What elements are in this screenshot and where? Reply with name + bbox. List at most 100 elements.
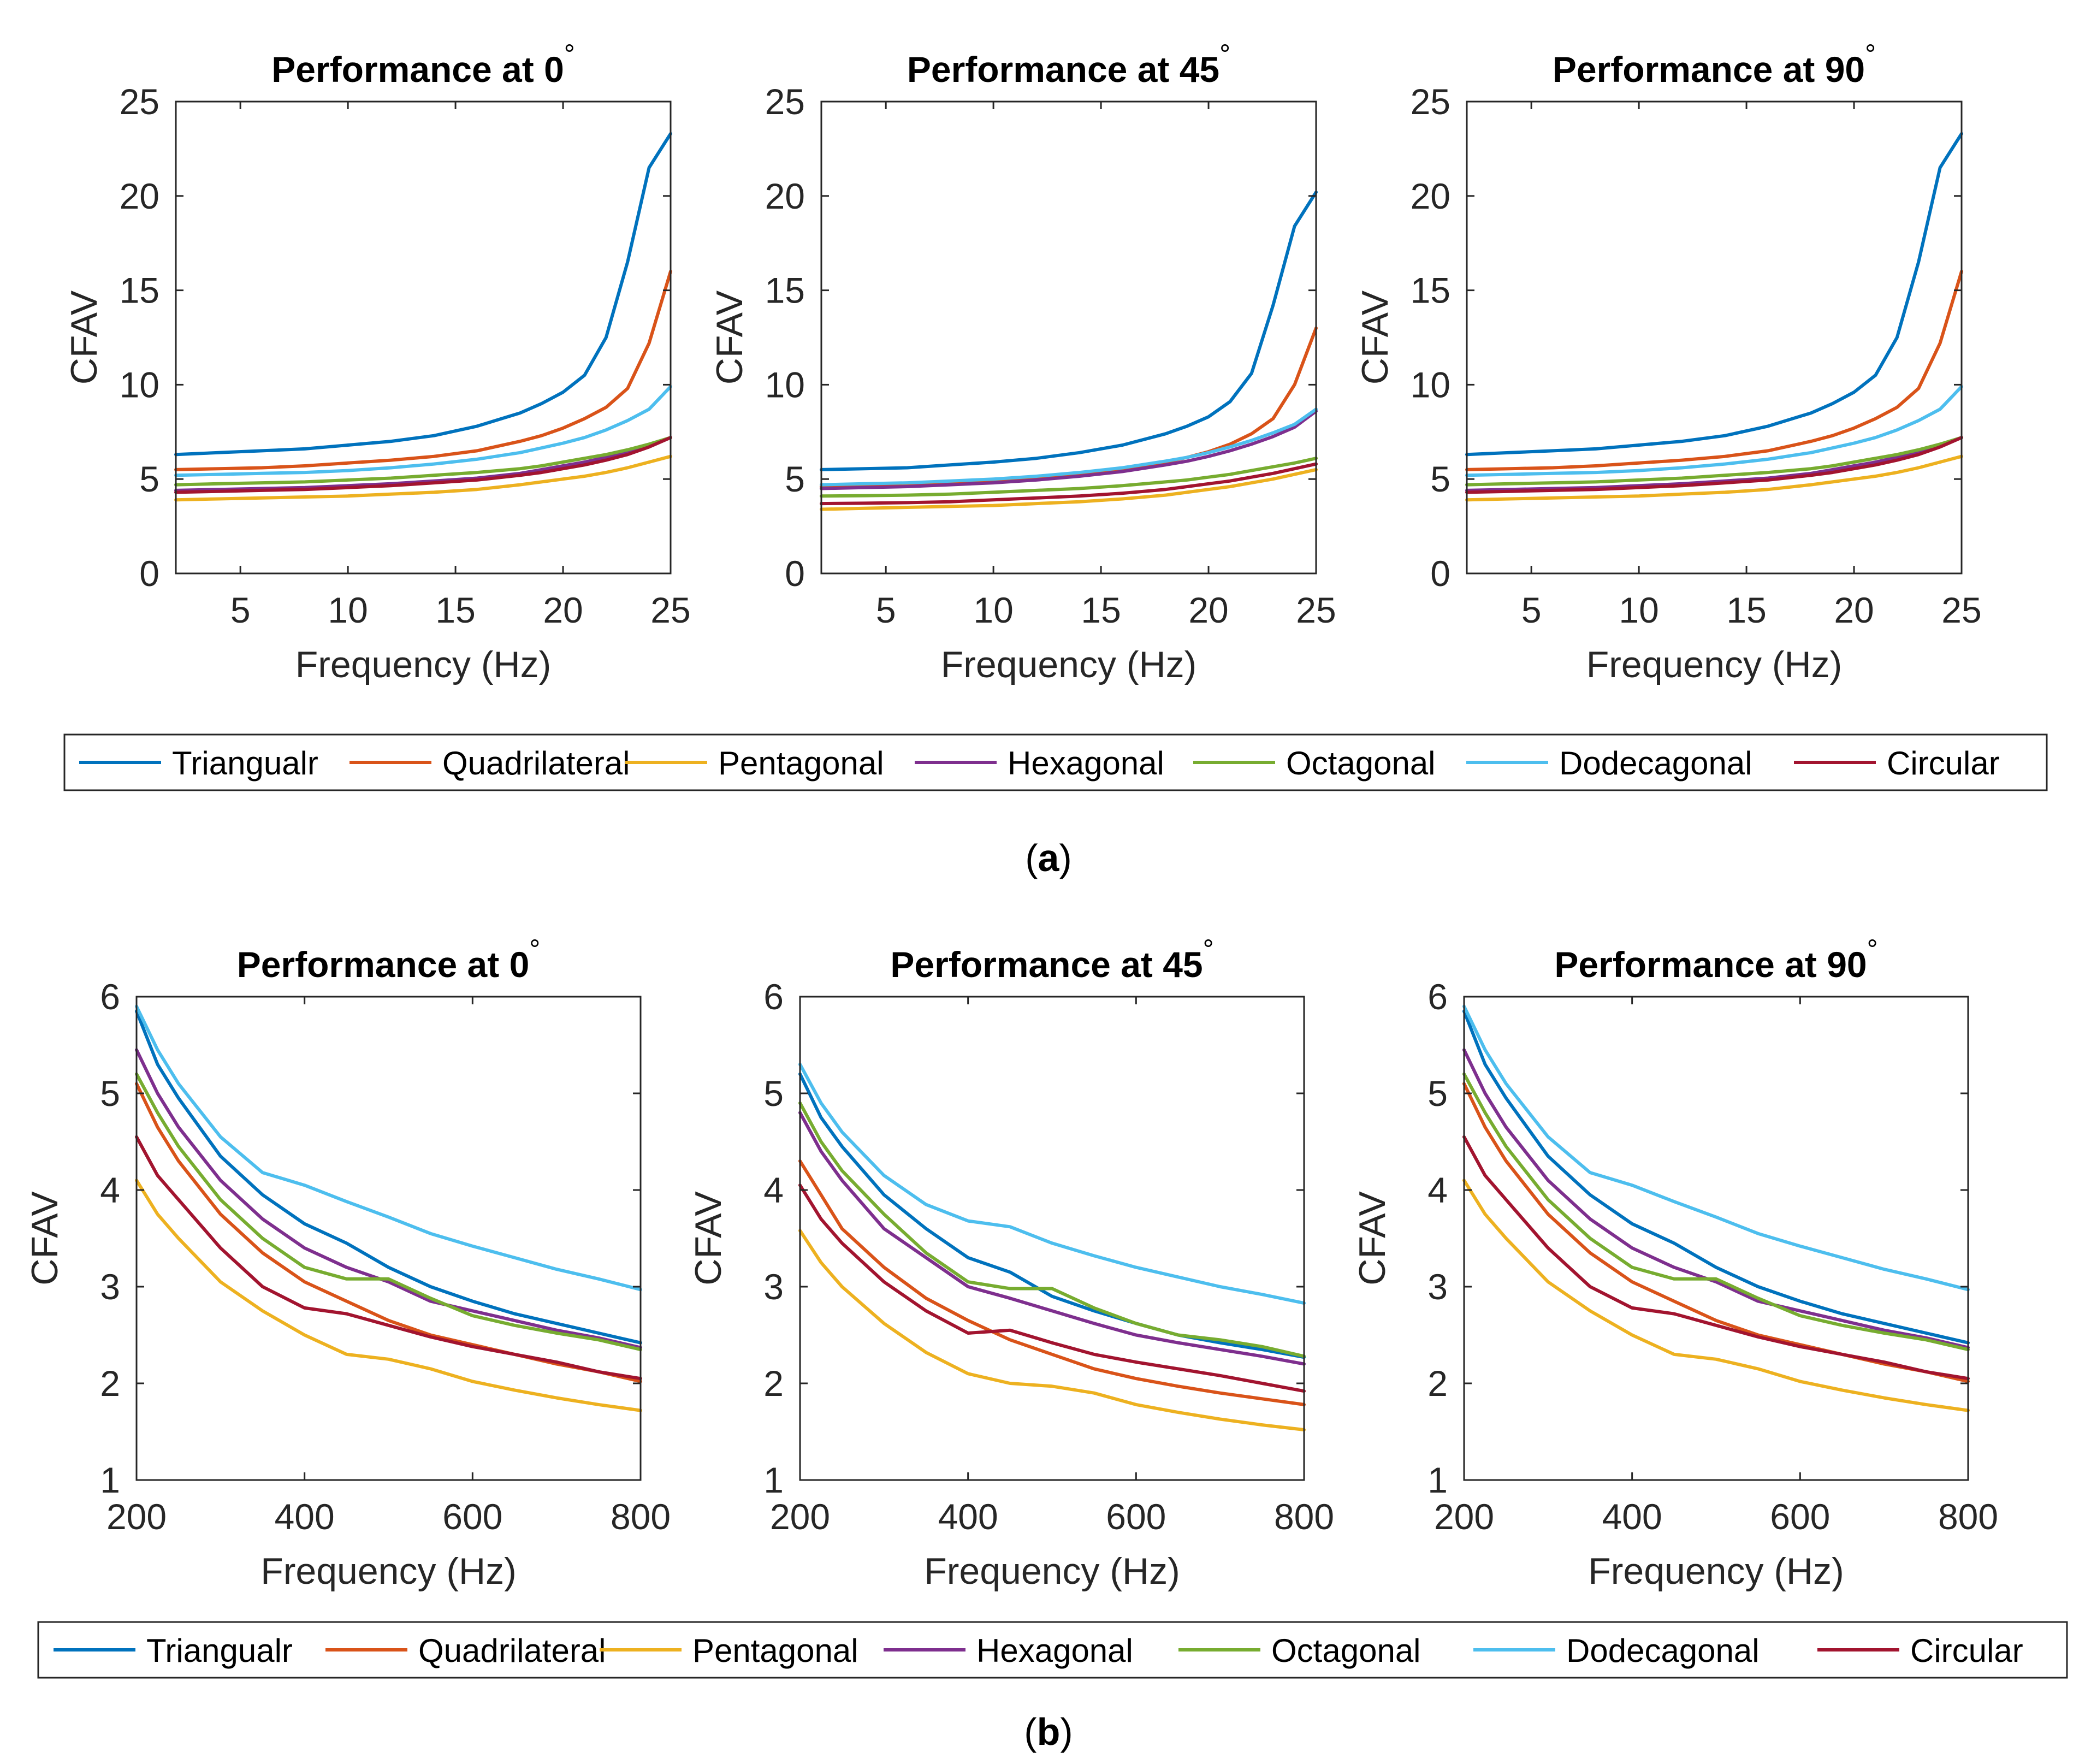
series-line-pentagonal [798, 1229, 1306, 1431]
y-tick-label: 15 [120, 270, 159, 311]
x-tick-label: 25 [1941, 590, 1981, 630]
chart-title: Performance at 45° [907, 39, 1230, 90]
chart-title-text: Performance at 45 [907, 49, 1219, 90]
series-line-quadrilateral [174, 270, 672, 471]
axes-box [1466, 100, 1963, 575]
series-line-hexagonal [798, 1111, 1306, 1366]
chart-title-degree: ° [1867, 934, 1878, 964]
series-line-octagonal [174, 436, 672, 487]
y-tick-label: 15 [765, 270, 805, 311]
chart-title: Performance at 0° [237, 934, 541, 985]
y-tick-label: 2 [1427, 1363, 1448, 1404]
legend-label-quadrilateral: Quadrilateral [442, 745, 630, 782]
x-tick-label: 10 [973, 590, 1013, 630]
x-tick-label: 200 [106, 1496, 167, 1537]
chart-title: Performance at 0° [271, 39, 575, 90]
x-tick-label: 200 [1434, 1496, 1494, 1537]
series-line-dodecagonal [174, 384, 672, 477]
legend-box [63, 733, 2048, 791]
series-line-circular [1465, 436, 1963, 494]
series-line-triangualr [820, 190, 1318, 471]
plot-area [1467, 102, 1962, 573]
legend-label-quadrilateral: Quadrilateral [418, 1632, 606, 1669]
series-line-circular [135, 1135, 642, 1381]
series-line-pentagonal [174, 454, 672, 502]
plot-area [176, 102, 671, 573]
series-line-pentagonal [135, 1179, 642, 1412]
y-axis-label: CFAV [1354, 290, 1396, 384]
y-tick-label: 5 [1427, 1073, 1448, 1114]
series-line-pentagonal [820, 467, 1318, 511]
chart-title-degree: ° [1203, 934, 1214, 964]
y-tick-label: 4 [100, 1170, 120, 1210]
x-tick-label: 600 [442, 1496, 502, 1537]
x-axis-label: Frequency (Hz) [260, 1550, 517, 1592]
y-tick-label: 20 [765, 176, 805, 216]
series-line-triangualr [1462, 1009, 1970, 1345]
legend-label-triangualr: Triangualr [146, 1632, 293, 1669]
series-line-circular [1462, 1135, 1970, 1381]
y-tick-label: 6 [763, 976, 784, 1017]
y-tick-label: 0 [139, 553, 159, 594]
axes-box [175, 100, 672, 575]
y-tick-label: 25 [765, 81, 805, 122]
caption-b: (b) [1024, 1710, 1073, 1753]
x-tick-label: 5 [230, 590, 251, 630]
chart-title-text: Performance at 0 [271, 49, 564, 90]
x-axis-label: Frequency (Hz) [1586, 644, 1843, 685]
axes-box [799, 996, 1305, 1481]
legend-a: Triangualr Quadrilateral Pentagonal Hexagon… [63, 733, 2048, 791]
chart-title-degree: ° [529, 934, 540, 964]
y-axis-label: CFAV [688, 1191, 729, 1286]
chart-b3: 200 400 600 800 1 2 3 4 5 6 Frequency (Hz) CFAV Perf… [1352, 934, 1998, 1592]
y-tick-label: 25 [1411, 81, 1450, 122]
x-axis-label: Frequency (Hz) [941, 644, 1197, 685]
x-tick-label: 25 [1296, 590, 1336, 630]
x-tick-label: 10 [328, 590, 368, 630]
x-tick-label: 200 [770, 1496, 830, 1537]
chart-a2: 5 10 15 20 25 0 5 10 15 20 25 Frequency (Hz) CFAV Per… [709, 39, 1336, 685]
chart-title-degree: ° [564, 39, 575, 69]
series-line-circular [820, 462, 1318, 506]
x-tick-label: 20 [543, 590, 583, 630]
series-line-octagonal [1465, 436, 1963, 487]
y-tick-label: 6 [100, 976, 120, 1017]
legend-b: Triangualr Quadrilateral Pentagonal Hexagon… [37, 1621, 2068, 1679]
y-tick-label: 10 [765, 364, 805, 405]
y-tick-label: 10 [1411, 364, 1450, 405]
y-tick-label: 15 [1411, 270, 1450, 311]
series-line-dodecagonal [1465, 384, 1963, 477]
series-line-octagonal [1462, 1072, 1970, 1352]
legend-label-dodecagonal: Dodecagonal [1559, 745, 1752, 782]
series-line-triangualr [174, 132, 672, 457]
series-line-hexagonal [1462, 1048, 1970, 1349]
y-tick-label: 0 [1430, 553, 1450, 594]
plot-area [800, 997, 1304, 1480]
chart-title: Performance at 90° [1554, 934, 1877, 985]
series-line-octagonal [820, 457, 1318, 498]
chart-title: Performance at 45° [890, 934, 1213, 985]
series-line-triangualr [798, 1072, 1306, 1359]
y-tick-label: 2 [100, 1363, 120, 1404]
chart-title-text: Performance at 45 [890, 944, 1202, 985]
legend-label-pentagonal: Pentagonal [718, 745, 884, 782]
y-tick-label: 4 [1427, 1170, 1448, 1210]
chart-title: Performance at 90° [1553, 39, 1876, 90]
x-tick-label: 20 [1834, 590, 1874, 630]
x-tick-label: 15 [435, 590, 475, 630]
legend-label-pentagonal: Pentagonal [692, 1632, 858, 1669]
legend-label-circular: Circular [1910, 1632, 2023, 1669]
legends-layer: Triangualr Quadrilateral Pentagonal Hexagon… [37, 733, 2068, 1679]
y-tick-label: 4 [763, 1170, 784, 1210]
y-axis-label: CFAV [63, 290, 105, 384]
y-tick-label: 1 [100, 1460, 120, 1500]
y-tick-label: 2 [763, 1363, 784, 1404]
series-line-dodecagonal [135, 1004, 642, 1292]
chart-b2: 200 400 600 800 1 2 3 4 5 6 Frequency (Hz) CFAV Perf… [688, 934, 1334, 1592]
y-tick-label: 5 [139, 459, 159, 499]
x-tick-label: 25 [650, 590, 690, 630]
x-tick-label: 15 [1726, 590, 1766, 630]
series-line-octagonal [135, 1072, 642, 1352]
x-axis-label: Frequency (Hz) [924, 1550, 1180, 1592]
